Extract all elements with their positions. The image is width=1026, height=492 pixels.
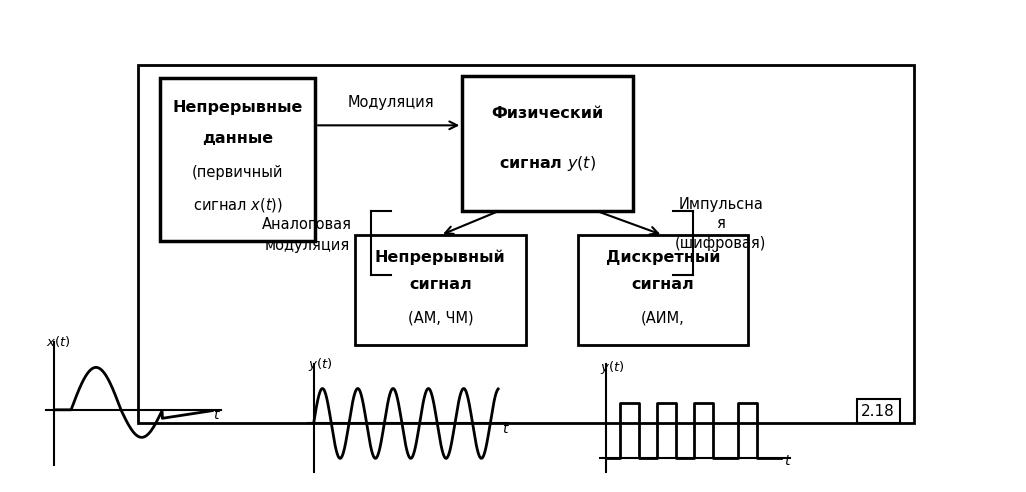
Text: $y(t)$: $y(t)$: [600, 359, 625, 376]
Text: $y(t)$: $y(t)$: [308, 356, 332, 373]
Text: Аналоговая
модуляция: Аналоговая модуляция: [263, 217, 352, 253]
Text: данные: данные: [202, 131, 273, 146]
Text: сигнал $x(t)$): сигнал $x(t)$): [193, 196, 282, 214]
FancyBboxPatch shape: [160, 78, 315, 241]
Text: $t$: $t$: [213, 408, 222, 422]
Text: сигнал: сигнал: [409, 277, 472, 292]
Text: (АМ, ЧМ): (АМ, ЧМ): [407, 310, 473, 325]
Text: сигнал: сигнал: [632, 277, 695, 292]
Text: (первичный: (первичный: [192, 165, 283, 180]
Text: Физический: Физический: [491, 106, 604, 121]
Text: Импульсна
я
(шифровая): Импульсна я (шифровая): [675, 196, 766, 251]
FancyBboxPatch shape: [462, 76, 633, 211]
FancyBboxPatch shape: [355, 235, 526, 345]
FancyBboxPatch shape: [578, 235, 748, 345]
Text: $t$: $t$: [784, 454, 792, 468]
Text: сигнал $y(t)$: сигнал $y(t)$: [500, 154, 596, 173]
Text: Непрерывные: Непрерывные: [172, 100, 303, 115]
Text: Модуляция: Модуляция: [348, 95, 434, 110]
Text: (АИМ,: (АИМ,: [641, 310, 685, 325]
Text: $x(t)$: $x(t)$: [46, 334, 71, 349]
Text: Дискретный: Дискретный: [605, 249, 720, 265]
Text: Непрерывный: Непрерывный: [374, 249, 506, 265]
Text: $t$: $t$: [502, 422, 510, 435]
FancyBboxPatch shape: [137, 65, 914, 423]
Text: 2.18: 2.18: [861, 404, 895, 419]
